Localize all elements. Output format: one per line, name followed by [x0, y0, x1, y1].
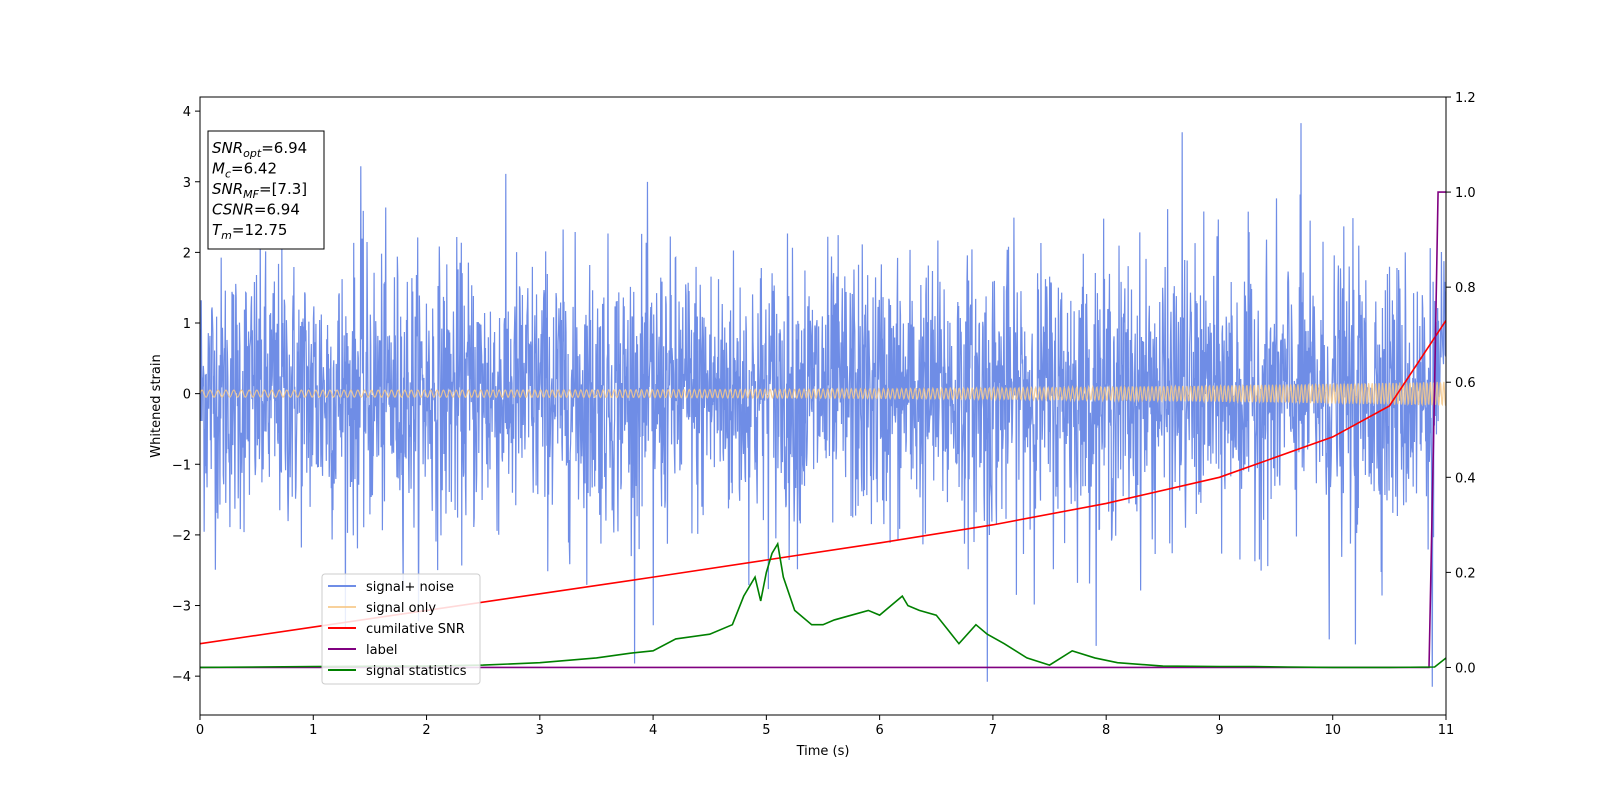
x-tick-label: 4	[649, 723, 657, 738]
x-axis-label: Time (s)	[796, 744, 850, 759]
y2-tick-label: 0.8	[1455, 281, 1476, 296]
y-tick-label: −4	[172, 670, 191, 685]
series-label-line	[200, 191, 1446, 669]
x-axis-ticks: 0 1 2 3 4 5 6 7 8 9 10 11	[196, 715, 1454, 738]
y-tick-label: −1	[172, 458, 191, 473]
y-tick-label: −3	[172, 600, 191, 615]
series-signal-statistics-line	[200, 541, 1446, 669]
y-axis-ticks: −4 −3 −2 −1 0 1 2 3 4	[172, 105, 200, 685]
y-tick-label: −2	[172, 529, 191, 544]
annotation-line: SNRopt=6.94	[212, 139, 307, 160]
y-tick-label: 2	[183, 246, 191, 261]
x-tick-label: 2	[422, 723, 430, 738]
x-tick-label: 3	[536, 723, 544, 738]
x-tick-label: 10	[1324, 723, 1341, 738]
annotation-line: SNRMF=[7.3]	[212, 180, 307, 201]
y2-tick-label: 1.0	[1455, 186, 1476, 201]
y2-axis-ticks: 0.0 0.2 0.4 0.6 0.8 1.0 1.2	[1446, 91, 1476, 676]
y2-tick-label: 0.4	[1455, 471, 1476, 486]
y-axis-label: Whitened strain	[149, 354, 164, 457]
annotation-line: Mc=6.42	[212, 160, 277, 181]
x-tick-label: 8	[1102, 723, 1110, 738]
y2-tick-label: 0.6	[1455, 376, 1476, 391]
legend-label: signal only	[366, 601, 436, 616]
legend: signal+ noise signal only cumilative SNR la…	[321, 573, 481, 685]
x-tick-label: 5	[762, 723, 770, 738]
y-tick-label: 1	[183, 317, 191, 332]
y-tick-label: 0	[183, 388, 191, 403]
y-tick-label: 3	[183, 176, 191, 191]
legend-label: signal statistics	[366, 664, 467, 679]
legend-label: label	[366, 643, 397, 658]
legend-label: signal+ noise	[366, 580, 454, 595]
x-tick-label: 7	[989, 723, 997, 738]
annotation-line: CSNR=6.94	[212, 201, 300, 219]
annotation-line: Tm=12.75	[212, 221, 287, 242]
y-tick-label: 4	[183, 105, 191, 120]
y2-tick-label: 0.0	[1455, 661, 1476, 676]
x-tick-label: 11	[1438, 723, 1455, 738]
series-signal-noise-line	[200, 123, 1446, 687]
y2-tick-label: 1.2	[1455, 91, 1476, 106]
x-tick-label: 0	[196, 723, 204, 738]
axes-frame	[199, 96, 1447, 716]
legend-label: cumilative SNR	[366, 622, 465, 637]
x-tick-label: 6	[875, 723, 883, 738]
series-signal-only-line	[200, 381, 1446, 407]
legend-frame	[321, 573, 481, 685]
y2-tick-label: 0.2	[1455, 566, 1476, 581]
annotation-frame	[207, 130, 325, 250]
x-tick-label: 1	[309, 723, 317, 738]
x-tick-label: 9	[1215, 723, 1223, 738]
